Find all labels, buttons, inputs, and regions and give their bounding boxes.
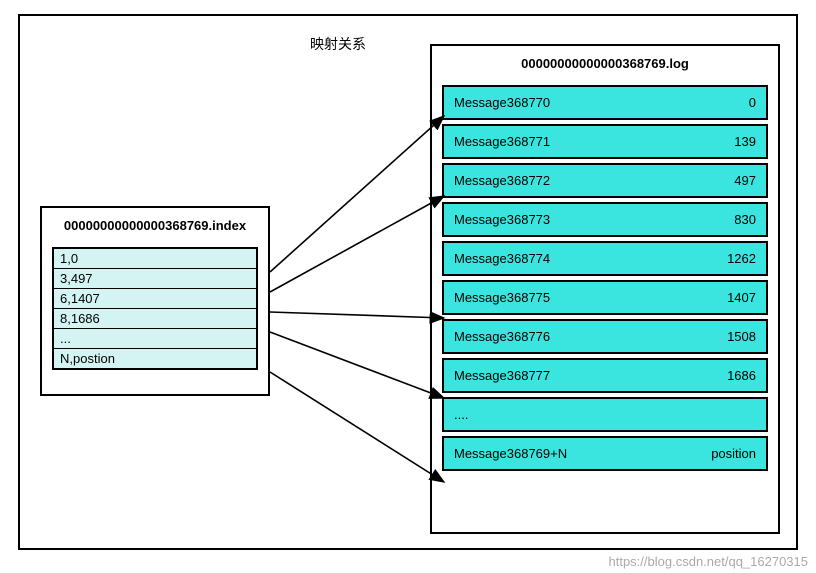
index-row: 3,497: [54, 269, 256, 289]
log-row-msg: Message368773: [454, 212, 550, 227]
log-row: Message368772 497: [442, 163, 768, 198]
log-row-msg: Message368774: [454, 251, 550, 266]
log-row: Message368771 139: [442, 124, 768, 159]
log-row-msg: Message368776: [454, 329, 550, 344]
diagram-title: 映射关系: [310, 34, 366, 54]
log-row-pos: 0: [749, 95, 756, 110]
log-row-msg: Message368772: [454, 173, 550, 188]
log-row: Message368770 0: [442, 85, 768, 120]
log-row: Message368774 1262: [442, 241, 768, 276]
index-row: 8,1686: [54, 309, 256, 329]
log-row-msg: ....: [454, 407, 468, 422]
log-row-pos: 139: [734, 134, 756, 149]
log-row-pos: 1407: [727, 290, 756, 305]
log-row-msg: Message368777: [454, 368, 550, 383]
log-row: Message368773 830: [442, 202, 768, 237]
log-file-name: 00000000000000368769.log: [432, 46, 778, 85]
watermark: https://blog.csdn.net/qq_16270315: [609, 554, 809, 569]
log-row-msg: Message368769+N: [454, 446, 567, 461]
log-row-msg: Message368775: [454, 290, 550, 305]
log-row-pos: 1262: [727, 251, 756, 266]
log-row: Message368775 1407: [442, 280, 768, 315]
index-file-name: 00000000000000368769.index: [42, 208, 268, 247]
index-row: ...: [54, 329, 256, 349]
log-rows: Message3687700Message368771139Message368…: [442, 85, 768, 471]
log-row: Message368776 1508: [442, 319, 768, 354]
log-row-pos: 497: [734, 173, 756, 188]
index-row: 1,0: [54, 249, 256, 269]
log-row-msg: Message368771: [454, 134, 550, 149]
log-row-pos: 1508: [727, 329, 756, 344]
log-row-msg: Message368770: [454, 95, 550, 110]
log-file-box: 00000000000000368769.log Message3687700M…: [430, 44, 780, 534]
log-row: ....: [442, 397, 768, 432]
log-row: Message368769+N position: [442, 436, 768, 471]
index-row: 6,1407: [54, 289, 256, 309]
log-row-pos: 830: [734, 212, 756, 227]
log-row: Message368777 1686: [442, 358, 768, 393]
log-row-pos: 1686: [727, 368, 756, 383]
log-row-pos: position: [711, 446, 756, 461]
index-file-box: 00000000000000368769.index 1,03,4976,140…: [40, 206, 270, 396]
index-rows: 1,03,4976,14078,1686...N,postion: [52, 247, 258, 370]
index-row: N,postion: [54, 349, 256, 368]
